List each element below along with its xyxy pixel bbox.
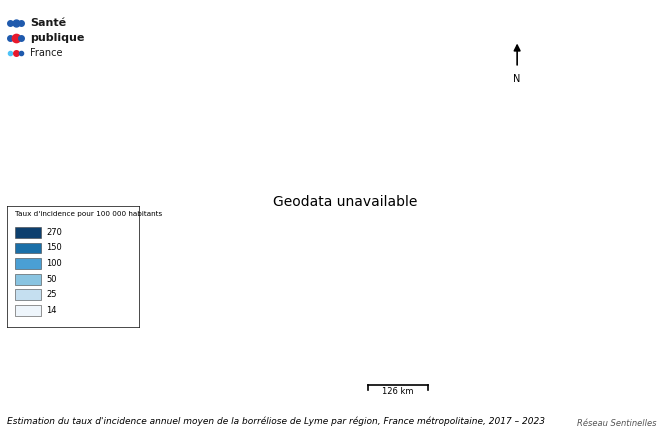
Bar	[15, 305, 41, 316]
Text: France: France	[30, 48, 62, 58]
Text: 270: 270	[46, 228, 62, 237]
Text: 50: 50	[46, 275, 57, 284]
Bar	[15, 258, 41, 269]
Text: Estimation du taux d'incidence annuel moyen de la borréliose de Lyme par région,: Estimation du taux d'incidence annuel mo…	[7, 416, 544, 426]
Bar	[15, 274, 41, 285]
Text: Réseau Sentinelles: Réseau Sentinelles	[577, 419, 656, 428]
Text: Taux d'incidence pour 100 000 habitants: Taux d'incidence pour 100 000 habitants	[15, 211, 162, 217]
Text: 100: 100	[46, 259, 62, 268]
Text: 25: 25	[46, 290, 57, 299]
Bar	[15, 227, 41, 238]
Text: N: N	[513, 74, 521, 83]
Text: Geodata unavailable: Geodata unavailable	[272, 195, 417, 209]
Text: 150: 150	[46, 243, 62, 252]
Text: Santé: Santé	[30, 18, 66, 28]
Text: 126 km: 126 km	[382, 387, 414, 396]
Bar	[15, 289, 41, 300]
Bar	[15, 243, 41, 253]
Text: publique: publique	[30, 33, 84, 43]
Text: 14: 14	[46, 306, 57, 315]
